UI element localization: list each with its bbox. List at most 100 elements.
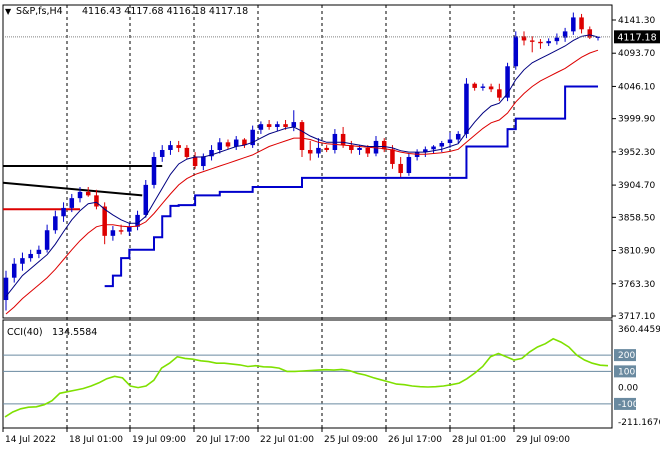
candle: [538, 39, 543, 49]
symbol-label: S&P,fs,H4: [16, 6, 63, 17]
cci-tick-label: 360.4459: [618, 325, 660, 335]
candle: [546, 38, 551, 47]
candle: [447, 132, 453, 148]
price-tick-label: 3858.50: [618, 213, 655, 223]
candle: [3, 270, 9, 311]
candle: [513, 31, 519, 70]
time-tick-label: 18 Jul 01:00: [69, 435, 123, 445]
candle-body: [94, 195, 99, 207]
cci-tick-label: 100: [618, 367, 635, 377]
candle: [69, 193, 75, 213]
current-price-tag: 4117.18: [614, 30, 660, 44]
candle: [316, 138, 321, 158]
candle: [61, 202, 66, 222]
candle-body: [546, 41, 551, 44]
candle-body: [11, 263, 17, 278]
time-tick-label: 20 Jul 17:00: [196, 435, 250, 445]
candle-body: [562, 31, 568, 38]
time-axis[interactable]: 14 Jul 2022 18 Jul 01:00 19 Jul 09:00 20 Ju…: [2, 428, 570, 445]
candle-body: [36, 249, 42, 254]
candle: [275, 121, 280, 132]
candle-body: [20, 258, 25, 264]
collapse-arrow-icon[interactable]: ▼: [5, 7, 12, 16]
candle: [529, 36, 535, 53]
candle-body: [225, 142, 231, 147]
price-tick-label: 3717.10: [618, 312, 655, 322]
candle: [571, 12, 576, 35]
candle-body: [184, 147, 190, 157]
candle-body: [513, 36, 519, 67]
candle-body: [233, 139, 239, 147]
candle-body: [571, 17, 576, 32]
cci-line: [4, 337, 609, 418]
cci-tick-label: 0.00: [618, 384, 638, 394]
day-separators: [66, 5, 515, 428]
candle: [143, 180, 149, 218]
candle: [44, 224, 50, 253]
candle: [390, 145, 395, 169]
candle-body: [381, 140, 387, 150]
candle: [233, 136, 239, 150]
cci-axis[interactable]: 360.4459 200 100 0.00 -100 -211.1676: [614, 325, 660, 428]
candle-body: [365, 147, 371, 154]
candle: [250, 125, 255, 148]
candle-body: [53, 216, 58, 231]
candle-body: [192, 156, 198, 167]
candle-body: [44, 230, 50, 250]
ohlc-values: 4116.43 4117.68 4116.18 4117.18: [82, 6, 248, 17]
time-tick-label: 14 Jul 2022: [5, 435, 56, 445]
candle-body: [447, 139, 453, 144]
price-tick-label: 3952.30: [618, 148, 655, 158]
candle-body: [307, 149, 313, 154]
candle: [455, 131, 461, 144]
cci-pane[interactable]: [2, 319, 613, 429]
candle-body: [209, 149, 214, 157]
current-price-tag-box: [614, 30, 660, 44]
candle-body: [373, 140, 379, 154]
slow-moving-average-line: [5, 49, 599, 315]
time-tick-label: 22 Jul 01:00: [260, 435, 314, 445]
candle-body: [455, 133, 461, 140]
candle-body: [135, 214, 140, 227]
cci-tick-label: -100: [618, 400, 639, 410]
candle-body: [102, 206, 107, 236]
candle: [53, 210, 58, 234]
candle-body: [283, 124, 288, 127]
candle: [406, 153, 412, 176]
candle-body: [217, 142, 223, 150]
support-path: [104, 85, 598, 288]
candle: [159, 145, 165, 162]
candle: [201, 153, 206, 171]
cci-level-tag: [614, 365, 636, 378]
candle-body: [390, 149, 395, 164]
candle-body: [324, 147, 329, 150]
candle-body: [242, 139, 247, 146]
price-axis[interactable]: 4141.30 4093.70 4046.10 3999.90 3952.30 3904.…: [612, 16, 655, 322]
candle-body: [538, 41, 543, 44]
candle: [307, 140, 313, 161]
candle-body: [464, 83, 469, 134]
time-tick-label: 28 Jul 01:00: [452, 435, 506, 445]
candle-body: [406, 156, 412, 174]
candle-body: [579, 17, 584, 30]
candle: [217, 138, 223, 154]
candle-body: [431, 146, 436, 150]
candle: [562, 27, 568, 42]
candle-body: [398, 163, 403, 174]
candle: [554, 33, 560, 45]
candle: [439, 140, 445, 153]
candle-body: [275, 124, 280, 127]
price-tick-label: 3999.90: [618, 115, 655, 125]
candle-body: [472, 83, 477, 88]
candle: [472, 82, 477, 91]
candle-body: [61, 207, 66, 217]
price-pane[interactable]: [2, 4, 613, 319]
candle-body: [529, 40, 535, 42]
candle: [94, 189, 99, 210]
cci-tick-label: -211.1676: [618, 418, 660, 428]
time-tick-label: 19 Jul 09:00: [132, 435, 186, 445]
price-tick-label: 4141.30: [618, 16, 655, 26]
support-stepline: [104, 85, 598, 288]
cci-level-tag: [614, 397, 636, 410]
